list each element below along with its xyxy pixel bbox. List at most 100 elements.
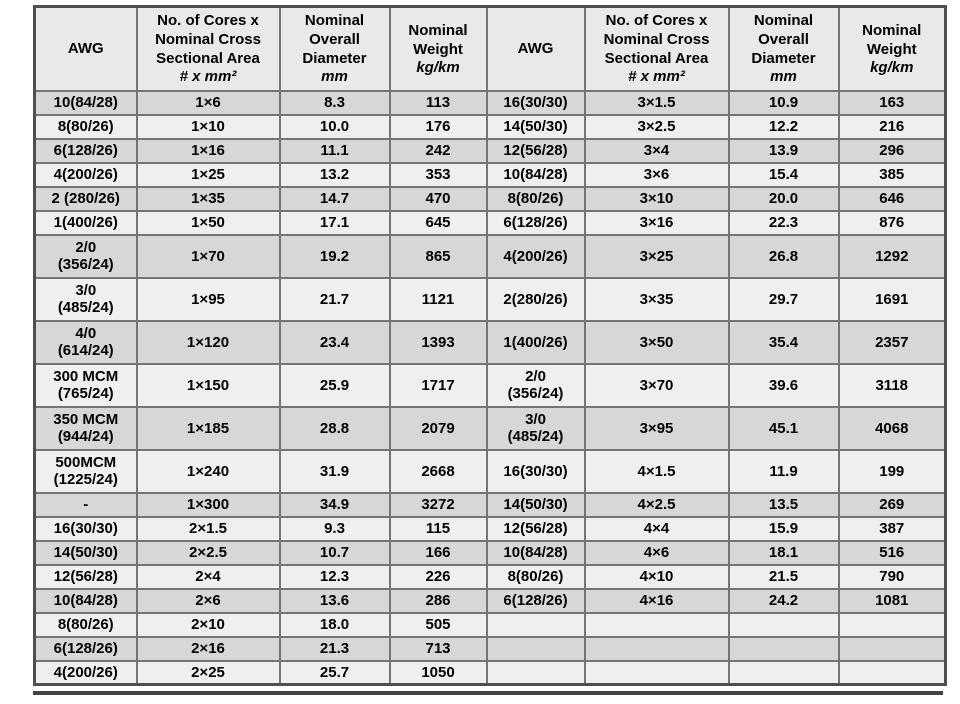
cell-diameter-right: 39.6 <box>727 362 840 408</box>
cell-diameter-left: 8.3 <box>278 89 391 116</box>
cell-awg-left: 6(128/26) <box>33 137 138 164</box>
header-unit: kg/km <box>416 58 460 76</box>
cell-weight-left: 242 <box>388 137 488 164</box>
cell-diameter-right <box>727 659 840 686</box>
table-row: 3/0 (485/24) 1×95 21.7 1121 2(280/26) 3×35 29.… <box>33 276 947 322</box>
cell-diameter-right: 22.3 <box>727 209 840 236</box>
cell-cores-area-right: 3×95 <box>583 405 730 451</box>
cell-weight-right: 387 <box>837 515 947 542</box>
cell-weight-right: 790 <box>837 563 947 590</box>
cell-diameter-left: 25.7 <box>278 659 391 686</box>
cell-awg-left: 8(80/26) <box>33 611 138 638</box>
cell-cores-area-left: 1×150 <box>135 362 281 408</box>
cell-diameter-left: 11.1 <box>278 137 391 164</box>
cell-cores-area-left: 1×10 <box>135 113 281 140</box>
header-title: Nominal Overall Diameter <box>751 12 816 68</box>
cell-cores-area-right: 3×35 <box>583 276 730 322</box>
table-row: 1(400/26) 1×50 17.1 645 6(128/26) 3×16 22.3 876 <box>33 209 947 236</box>
cell-cores-area-right <box>583 611 730 638</box>
cell-awg-left: 14(50/30) <box>33 539 138 566</box>
cell-cores-area-right: 4×2.5 <box>583 491 730 518</box>
cell-cores-area-left: 1×50 <box>135 209 281 236</box>
header-title: Nominal Weight <box>862 21 922 58</box>
cell-awg-right: 2(280/26) <box>485 276 586 322</box>
cell-weight-right: 876 <box>837 209 947 236</box>
header-unit: mm <box>770 68 797 86</box>
cell-diameter-right: 15.4 <box>727 161 840 188</box>
cell-awg-right: 6(128/26) <box>485 209 586 236</box>
cell-weight-left: 1717 <box>388 362 488 408</box>
cell-weight-left: 1393 <box>388 319 488 365</box>
cell-diameter-right: 13.9 <box>727 137 840 164</box>
cell-cores-area-left: 1×240 <box>135 448 281 494</box>
cell-weight-right: 1691 <box>837 276 947 322</box>
table-row: 300 MCM (765/24) 1×150 25.9 1717 2/0 (356/24… <box>33 362 947 408</box>
cell-cores-area-right: 4×10 <box>583 563 730 590</box>
cell-weight-right: 646 <box>837 185 947 212</box>
cell-cores-area-left: 1×25 <box>135 161 281 188</box>
cell-weight-right <box>837 611 947 638</box>
cell-diameter-left: 19.2 <box>278 233 391 279</box>
header-cores-area-right: No. of Cores x Nominal Cross Sectional A… <box>583 5 730 92</box>
cell-diameter-left: 18.0 <box>278 611 391 638</box>
cell-weight-right: 269 <box>837 491 947 518</box>
cell-awg-right <box>485 635 586 662</box>
header-unit: # x mm² <box>179 68 237 86</box>
header-unit: # x mm² <box>628 68 685 86</box>
table-row: 6(128/26) 1×16 11.1 242 12(56/28) 3×4 13.9 296 <box>33 137 947 164</box>
cell-diameter-right: 18.1 <box>727 539 840 566</box>
header-row: AWG No. of Cores x Nominal Cross Section… <box>33 5 947 92</box>
cell-weight-left: 3272 <box>388 491 488 518</box>
cell-cores-area-left: 2×6 <box>135 587 281 614</box>
cell-cores-area-left: 1×185 <box>135 405 281 451</box>
cell-diameter-right: 15.9 <box>727 515 840 542</box>
cell-cores-area-left: 2×4 <box>135 563 281 590</box>
cell-weight-left: 645 <box>388 209 488 236</box>
cell-awg-left: 6(128/26) <box>33 635 138 662</box>
cell-diameter-right: 29.7 <box>727 276 840 322</box>
table-row: 4(200/26) 1×25 13.2 353 10(84/28) 3×6 15.4 385 <box>33 161 947 188</box>
cell-diameter-left: 13.6 <box>278 587 391 614</box>
cell-diameter-left: 21.7 <box>278 276 391 322</box>
bottom-rule <box>33 691 943 695</box>
cell-awg-left: 8(80/26) <box>33 113 138 140</box>
cell-cores-area-left: 1×16 <box>135 137 281 164</box>
header-title: Nominal Overall Diameter <box>302 12 367 68</box>
cell-awg-right: 10(84/28) <box>485 161 586 188</box>
cell-cores-area-right: 3×2.5 <box>583 113 730 140</box>
header-unit: kg/km <box>870 58 914 76</box>
cell-awg-left: 4/0 (614/24) <box>33 319 138 365</box>
cell-awg-right: 4(200/26) <box>485 233 586 279</box>
cell-weight-left: 713 <box>388 635 488 662</box>
cell-diameter-left: 31.9 <box>278 448 391 494</box>
cell-awg-left: 4(200/26) <box>33 659 138 686</box>
table-row: 500MCM (1225/24) 1×240 31.9 2668 16(30/30) 4×… <box>33 448 947 494</box>
cell-cores-area-right: 3×25 <box>583 233 730 279</box>
cell-awg-left: 300 MCM (765/24) <box>33 362 138 408</box>
cell-cores-area-left: 1×6 <box>135 89 281 116</box>
cell-awg-right: 14(50/30) <box>485 113 586 140</box>
cell-cores-area-right <box>583 659 730 686</box>
cell-weight-right: 1081 <box>837 587 947 614</box>
cell-awg-left: 500MCM (1225/24) <box>33 448 138 494</box>
cell-cores-area-left: 1×95 <box>135 276 281 322</box>
cell-weight-left: 166 <box>388 539 488 566</box>
cell-weight-right: 3118 <box>837 362 947 408</box>
table-row: 10(84/28) 1×6 8.3 113 16(30/30) 3×1.5 10.9 163 <box>33 89 947 116</box>
cell-cores-area-right: 3×50 <box>583 319 730 365</box>
cell-diameter-right: 45.1 <box>727 405 840 451</box>
cable-spec-table: AWG No. of Cores x Nominal Cross Section… <box>33 5 947 686</box>
cell-diameter-left: 28.8 <box>278 405 391 451</box>
header-title: AWG <box>517 40 554 58</box>
cell-awg-right: 3/0 (485/24) <box>485 405 586 451</box>
cell-weight-left: 226 <box>388 563 488 590</box>
cell-awg-left: 10(84/28) <box>33 89 138 116</box>
header-weight-left: Nominal Weight kg/km <box>388 5 488 92</box>
cell-cores-area-right: 3×16 <box>583 209 730 236</box>
table-row: 4/0 (614/24) 1×120 23.4 1393 1(400/26) 3×50 35… <box>33 319 947 365</box>
cell-cores-area-right: 4×1.5 <box>583 448 730 494</box>
cell-weight-left: 2668 <box>388 448 488 494</box>
cell-weight-left: 115 <box>388 515 488 542</box>
cell-weight-left: 505 <box>388 611 488 638</box>
cell-cores-area-right: 3×6 <box>583 161 730 188</box>
